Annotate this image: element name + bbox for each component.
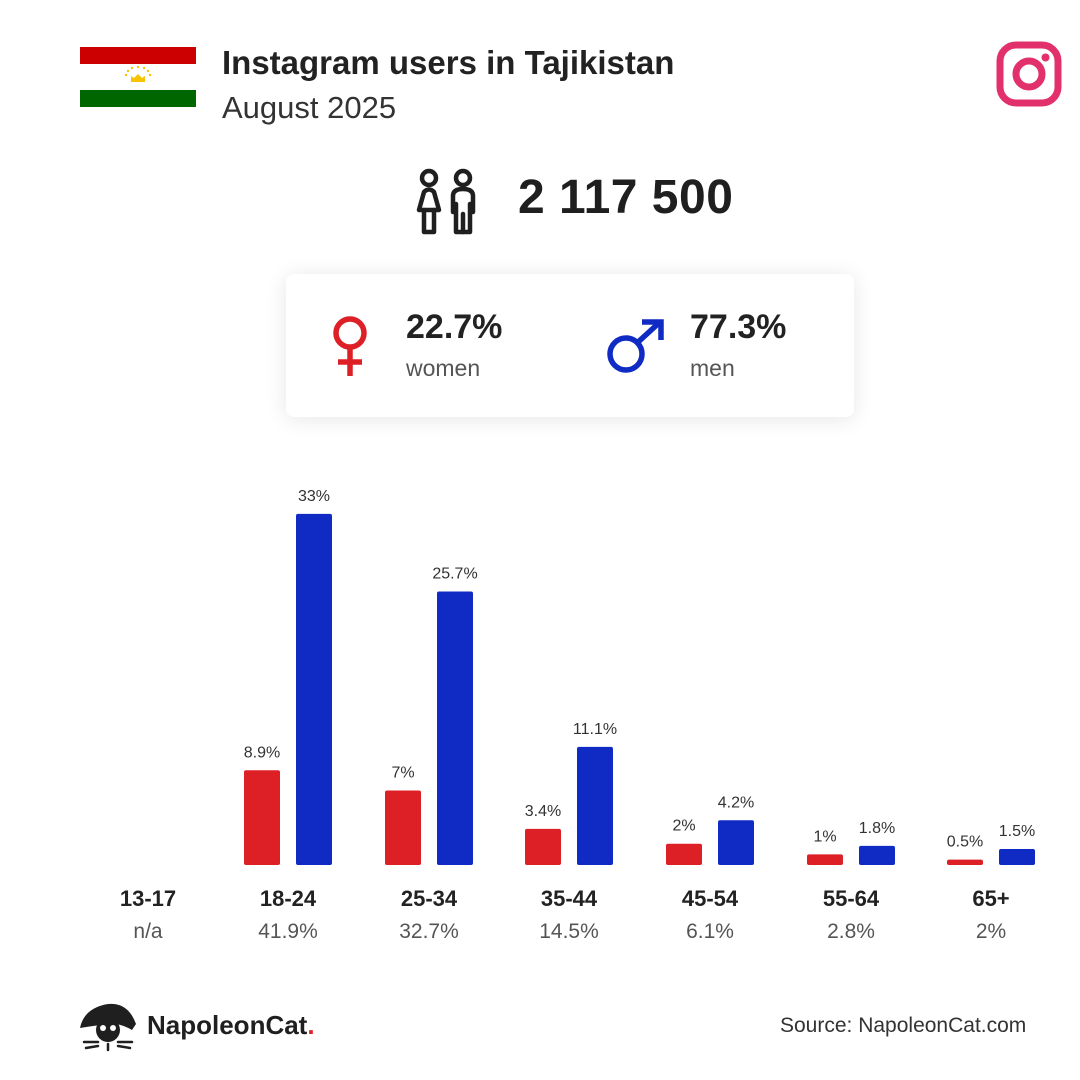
- value-label-women-65+: 0.5%: [947, 834, 983, 851]
- source-credit: Source: NapoleonCat.com: [780, 1014, 1027, 1037]
- page-title: Instagram users in Tajikistan: [222, 44, 675, 81]
- age-category-total-25-34: 32.7%: [399, 920, 459, 943]
- bar-men-55-64: [859, 845, 895, 865]
- age-category-label-18-24: 18-24: [260, 886, 317, 911]
- value-label-women-25-34: 7%: [391, 765, 414, 782]
- value-label-men-55-64: 1.8%: [859, 820, 895, 837]
- bar-women-25-34: [385, 790, 421, 865]
- instagram-icon: [996, 41, 1062, 107]
- age-category-total-18-24: 41.9%: [258, 920, 318, 943]
- men-percentage: 77.3%: [690, 308, 787, 346]
- bar-men-65+: [999, 849, 1035, 865]
- bar-men-18-24: [296, 513, 332, 865]
- women-percentage: 22.7%: [406, 308, 503, 346]
- value-label-men-45-54: 4.2%: [718, 794, 754, 811]
- age-category-label-13-17: 13-17: [120, 886, 176, 911]
- age-category-label-55-64: 55-64: [823, 886, 880, 911]
- age-category-label-35-44: 35-44: [541, 886, 598, 911]
- gender-split-card: [286, 274, 854, 417]
- brand-name: NapoleonCat.: [147, 1010, 315, 1040]
- bar-women-45-54: [666, 843, 702, 865]
- bar-women-55-64: [807, 854, 843, 865]
- age-category-total-13-17: n/a: [133, 920, 163, 943]
- female-symbol-icon: [333, 316, 367, 376]
- value-label-men-65+: 1.5%: [999, 823, 1035, 840]
- age-category-label-45-54: 45-54: [682, 886, 739, 911]
- age-category-total-35-44: 14.5%: [539, 920, 599, 943]
- bar-men-35-44: [577, 746, 613, 865]
- tajikistan-flag: [80, 47, 196, 107]
- age-category-total-55-64: 2.8%: [827, 920, 875, 943]
- bar-men-25-34: [437, 591, 473, 865]
- men-label: men: [690, 355, 735, 381]
- age-category-label-65+: 65+: [972, 886, 1009, 911]
- age-category-label-25-34: 25-34: [401, 886, 458, 911]
- women-label: women: [406, 355, 481, 381]
- age-gender-bar-chart: 13-17 n/a 8.9% 33% 18-24 41.9% 7% 25.7% 25-34 32.…: [120, 488, 1035, 943]
- people-icon: [416, 168, 476, 235]
- value-label-women-55-64: 1%: [813, 828, 836, 845]
- value-label-men-35-44: 11.1%: [573, 721, 617, 738]
- napoleoncat-logo-icon: [80, 1003, 136, 1052]
- bar-women-65+: [947, 859, 983, 865]
- age-category-total-65+: 2%: [976, 920, 1006, 943]
- value-label-women-45-54: 2%: [672, 818, 695, 835]
- age-category-total-45-54: 6.1%: [686, 920, 734, 943]
- value-label-men-18-24: 33%: [298, 488, 330, 505]
- value-label-women-35-44: 3.4%: [525, 803, 561, 820]
- bar-women-35-44: [525, 828, 561, 865]
- bar-men-45-54: [718, 820, 754, 865]
- value-label-women-18-24: 8.9%: [244, 744, 280, 761]
- bar-women-18-24: [244, 770, 280, 865]
- page-subtitle: August 2025: [222, 90, 397, 125]
- total-users-value: 2 117 500: [518, 171, 734, 224]
- value-label-men-25-34: 25.7%: [432, 566, 477, 583]
- male-symbol-icon: [607, 319, 664, 373]
